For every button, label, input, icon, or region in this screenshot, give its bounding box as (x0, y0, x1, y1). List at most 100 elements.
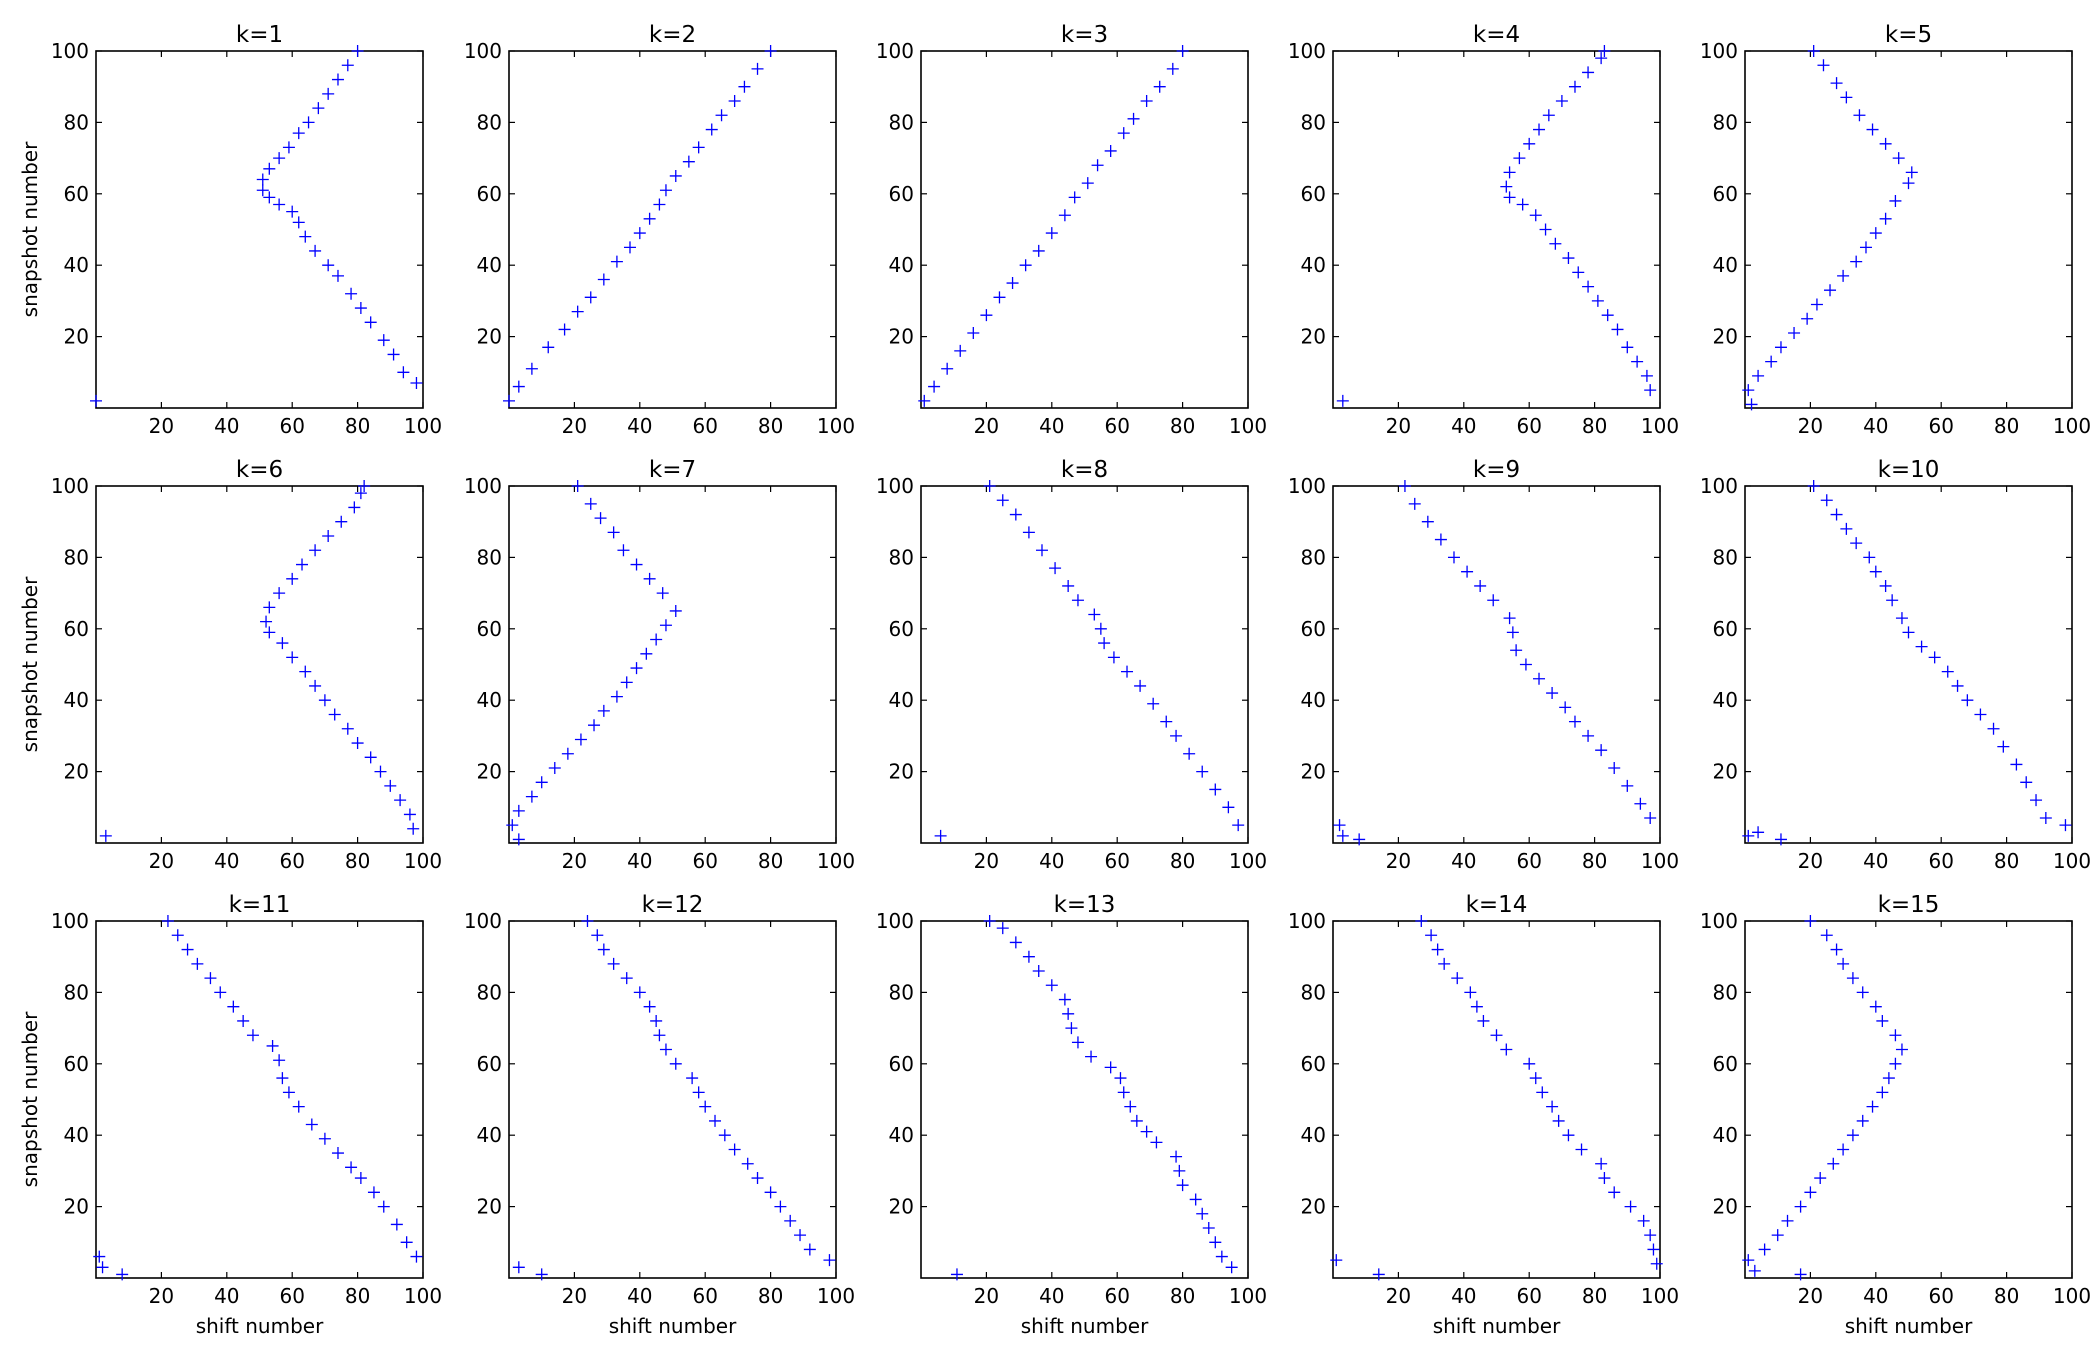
data-point (548, 762, 561, 775)
data-point (407, 822, 420, 835)
data-point (934, 829, 947, 842)
subplot-title: k=9 (1473, 457, 1520, 483)
data-point (512, 804, 525, 817)
axes-frame (920, 50, 1249, 409)
data-point (1876, 1014, 1889, 1027)
data-point (1202, 1222, 1215, 1235)
y-tick-label: 60 (477, 1052, 502, 1076)
data-point (1631, 355, 1644, 368)
data-point (364, 316, 377, 329)
data-point (1595, 744, 1608, 757)
axes-frame (508, 50, 837, 409)
data-point (1915, 640, 1928, 653)
y-tick-label: 60 (1713, 617, 1738, 641)
y-tick-label: 100 (464, 909, 502, 933)
data-point (996, 494, 1009, 507)
x-tick-label: 40 (1451, 414, 1476, 438)
x-tick-label: 40 (214, 414, 239, 438)
subplot-1: k=1 20 40 60 80 100 20 40 60 80 100 snapshot number (18, 22, 442, 438)
data-point (1049, 562, 1062, 575)
x-tick-label: 100 (1229, 414, 1267, 438)
data-point (273, 198, 286, 211)
data-point (1068, 191, 1081, 204)
data-point (1742, 384, 1755, 397)
axes-frame (1744, 920, 2073, 1279)
data-point (574, 733, 587, 746)
data-point (1997, 740, 2010, 753)
data-point (181, 943, 194, 956)
x-tick-label: 80 (1582, 414, 1607, 438)
subplot-title: k=15 (1878, 892, 1940, 918)
data-point (558, 323, 571, 336)
data-point (764, 45, 777, 57)
data-point (584, 291, 597, 304)
data-point (1166, 62, 1179, 75)
subplot-title: k=1 (236, 22, 283, 48)
data-point (1107, 651, 1120, 664)
data-point (400, 1236, 413, 1249)
data-point (1232, 819, 1245, 832)
y-tick-label: 20 (889, 325, 914, 349)
x-tick-label: 60 (1928, 1284, 1953, 1308)
data-point (1094, 622, 1107, 635)
y-tick-label: 60 (477, 617, 502, 641)
x-tick-label: 80 (1582, 849, 1607, 873)
data-point (784, 1214, 797, 1227)
data-point (1869, 1000, 1882, 1013)
data-point (322, 87, 335, 100)
data-point (1902, 177, 1915, 190)
data-point (96, 1261, 109, 1274)
data-point (1035, 544, 1048, 557)
x-tick-label: 20 (562, 849, 587, 873)
axes-frame (920, 485, 1249, 844)
data-point (1160, 715, 1173, 728)
data-point (331, 1147, 344, 1160)
data-point (1536, 1086, 1549, 1099)
y-tick-label: 100 (51, 474, 89, 498)
data-point (1503, 166, 1516, 179)
data-point (256, 184, 269, 197)
x-tick-label: 100 (817, 849, 855, 873)
data-point (656, 587, 669, 600)
x-tick-label: 20 (562, 414, 587, 438)
x-tick-label: 60 (692, 849, 717, 873)
y-tick-label: 60 (477, 182, 502, 206)
x-tick-label: 80 (345, 1284, 370, 1308)
x-tick-label: 40 (627, 849, 652, 873)
data-point (263, 162, 276, 175)
y-tick-label: 100 (1700, 909, 1738, 933)
y-tick-label: 80 (1713, 110, 1738, 134)
y-tick-label: 80 (1713, 980, 1738, 1004)
data-point (374, 765, 387, 778)
x-tick-label: 20 (1798, 1284, 1823, 1308)
data-point (699, 1100, 712, 1113)
x-tick-label: 80 (758, 1284, 783, 1308)
data-point (364, 751, 377, 764)
data-point (741, 1157, 754, 1170)
data-point (1104, 144, 1117, 157)
data-point (1529, 1072, 1542, 1085)
data-point (214, 986, 227, 999)
data-point (1850, 255, 1863, 268)
data-point (1009, 936, 1022, 949)
data-point (669, 1057, 682, 1070)
y-tick-label: 80 (1301, 545, 1326, 569)
data-point (1810, 298, 1823, 311)
data-point (597, 273, 610, 286)
y-tick-label: 40 (1713, 1123, 1738, 1147)
data-point (410, 1250, 423, 1263)
y-tick-label: 60 (1301, 1052, 1326, 1076)
axes-frame (95, 485, 424, 844)
data-point (1062, 579, 1075, 592)
data-point (1170, 729, 1183, 742)
data-point (623, 241, 636, 254)
data-point (1058, 209, 1071, 222)
axes-frame (920, 920, 1249, 1279)
data-point (669, 604, 682, 617)
data-point (1127, 112, 1140, 125)
x-tick-label: 40 (1039, 414, 1064, 438)
x-tick-label: 20 (974, 849, 999, 873)
data-point (93, 1250, 106, 1263)
y-tick-label: 40 (1713, 253, 1738, 277)
data-point (542, 341, 555, 354)
